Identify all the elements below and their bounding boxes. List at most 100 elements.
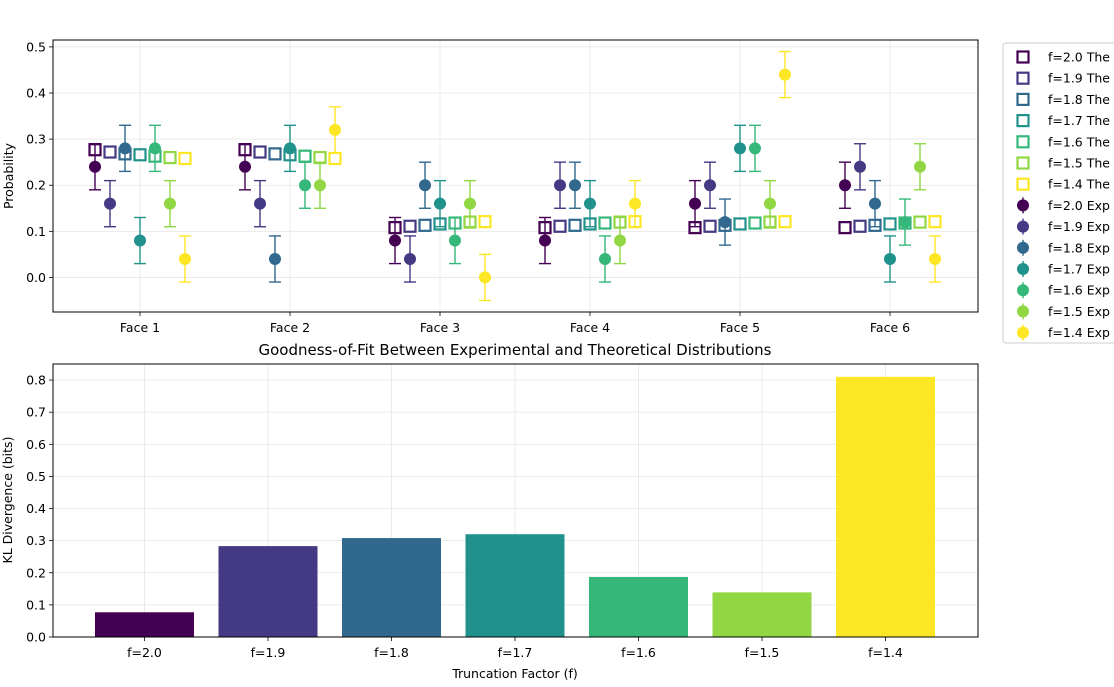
experimental-point	[629, 197, 641, 210]
experimental-point	[569, 179, 581, 192]
theoretical-point	[778, 215, 792, 229]
kl-bar	[465, 534, 565, 637]
experimental-point	[149, 142, 161, 155]
y-tick-label: 0.6	[26, 437, 46, 452]
experimental-point	[314, 179, 326, 192]
legend-circle-marker	[1017, 284, 1029, 297]
x-tick-label: Face 2	[270, 320, 310, 335]
legend-label: f=1.6 The	[1048, 134, 1110, 149]
probability-marks	[88, 50, 942, 302]
theoretical-point	[853, 219, 867, 233]
legend-square-marker	[1016, 135, 1030, 149]
legend-items: f=2.0 The f=1.9 The f=1.8 The f=1.7 The f=1.…	[1016, 50, 1110, 341]
experimental-point	[554, 179, 566, 192]
kl-bar	[342, 538, 441, 637]
experimental-point	[614, 234, 626, 247]
legend-square-marker	[1016, 71, 1030, 85]
kl-ticks: 0.0 0.1 0.2 0.3 0.4 0.5 0.6 0.7 0.8 f=2.0 f=1.9 f=1…	[26, 373, 903, 660]
legend-circle-marker	[1017, 305, 1029, 318]
experimental-point	[689, 197, 701, 210]
legend-circle-marker	[1017, 263, 1029, 275]
theoretical-point	[103, 145, 117, 159]
experimental-point	[779, 68, 791, 81]
theoretical-point	[703, 219, 717, 233]
legend-box	[1002, 42, 1114, 344]
experimental-point	[914, 160, 926, 173]
legend-label: f=1.5 The	[1048, 156, 1110, 171]
legend-square-marker	[1016, 177, 1030, 191]
experimental-point	[719, 216, 731, 229]
kl-title: Goodness-of-Fit Between Experimental and…	[258, 341, 771, 359]
legend-circle-marker	[1017, 326, 1029, 339]
kl-bars	[95, 376, 935, 637]
probability-plot-area	[53, 40, 978, 312]
y-tick-label: 0.0	[26, 270, 46, 285]
experimental-point	[134, 234, 146, 247]
x-tick-label: Face 6	[870, 320, 910, 335]
experimental-point	[584, 197, 596, 210]
experimental-point	[164, 197, 176, 210]
x-tick-label: Face 3	[420, 320, 460, 335]
x-tick-label: f=1.9	[251, 645, 286, 660]
theoretical-point	[553, 219, 567, 233]
legend-label: f=2.0 Exp	[1048, 198, 1110, 213]
experimental-point	[254, 197, 266, 210]
y-tick-label: 0.2	[26, 565, 46, 580]
legend-label: f=1.4 Exp	[1048, 325, 1110, 340]
theoretical-point	[733, 217, 747, 231]
kl-bar	[95, 612, 194, 637]
legend-label: f=1.7 Exp	[1048, 262, 1110, 277]
legend-label: f=1.7 The	[1048, 113, 1110, 128]
theoretical-point	[928, 215, 942, 229]
experimental-point	[749, 142, 761, 155]
experimental-point	[464, 197, 476, 210]
probability-panel: 0.0 0.1 0.2 0.3 0.4 0.5 Face 1 Face 2 Face 3 Face…	[1, 39, 979, 335]
y-tick-label: 0.5	[26, 469, 46, 484]
kl-ylabel: KL Divergence (bits)	[0, 437, 15, 564]
experimental-point	[929, 252, 941, 265]
y-tick-label: 0.7	[26, 405, 46, 420]
legend-square-marker	[1016, 113, 1030, 128]
theoretical-point	[418, 218, 432, 232]
theoretical-point	[268, 147, 282, 161]
theoretical-point	[598, 216, 612, 230]
experimental-point	[839, 179, 851, 192]
x-tick-label: f=1.5	[745, 645, 780, 660]
probability-axes-frame	[52, 39, 979, 313]
experimental-point	[479, 271, 491, 284]
kl-xlabel: Truncation Factor (f)	[451, 666, 578, 681]
experimental-point	[404, 252, 416, 265]
legend-label: f=1.5 Exp	[1048, 304, 1110, 319]
experimental-point	[329, 123, 341, 136]
experimental-point	[704, 179, 716, 192]
legend-label: f=2.0 The	[1048, 50, 1110, 65]
kl-bar	[836, 376, 935, 637]
experimental-point	[734, 142, 746, 155]
experimental-point	[539, 234, 551, 247]
kl-divergence-panel: Goodness-of-Fit Between Experimental and…	[0, 341, 979, 681]
y-tick-label: 0.5	[26, 39, 46, 54]
y-tick-label: 0.8	[26, 373, 46, 388]
legend-label: f=1.9 Exp	[1048, 219, 1110, 234]
experimental-point	[899, 216, 911, 229]
theoretical-point	[883, 217, 897, 231]
theoretical-point	[913, 215, 927, 229]
legend-square-marker	[1016, 92, 1030, 107]
legend-circle-marker	[1017, 220, 1029, 233]
x-tick-label: f=1.8	[374, 645, 409, 660]
experimental-point	[599, 252, 611, 265]
probability-grid	[53, 40, 978, 312]
experimental-point	[269, 252, 281, 265]
kl-bar	[712, 592, 812, 637]
x-tick-label: Face 5	[720, 320, 760, 335]
theoretical-point	[163, 150, 177, 165]
legend-label: f=1.6 Exp	[1048, 283, 1110, 298]
experimental-point	[764, 197, 776, 210]
theoretical-point	[748, 216, 762, 230]
theoretical-point	[403, 219, 417, 233]
theoretical-point	[568, 218, 582, 232]
experimental-point	[449, 234, 461, 247]
experimental-point	[434, 197, 446, 210]
experimental-point	[869, 197, 881, 210]
legend-circle-marker	[1017, 199, 1029, 212]
